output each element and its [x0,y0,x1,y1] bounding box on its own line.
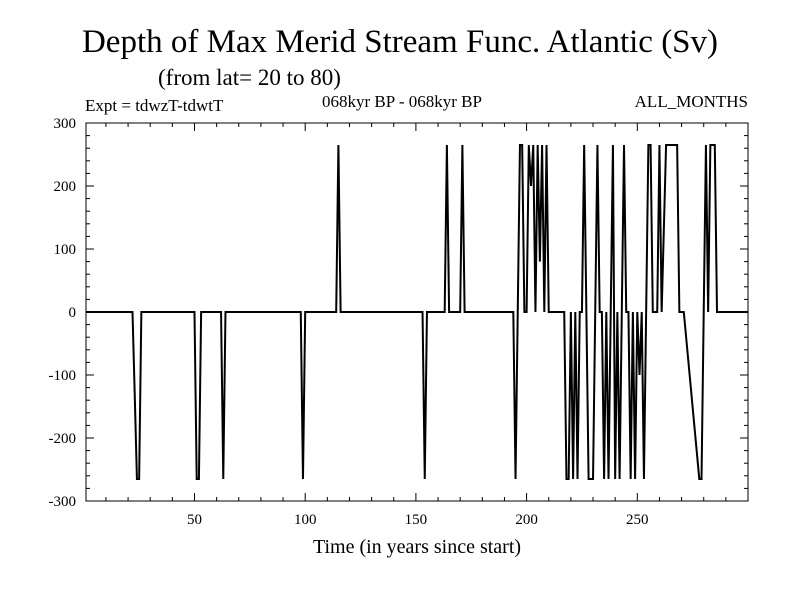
x-tick-label: 250 [626,512,649,528]
axis-ticks [86,122,748,502]
y-tick-label: -300 [49,494,77,510]
months-label: ALL_MONTHS [634,92,748,111]
y-tick-label: -200 [49,431,77,447]
x-tick-label: 50 [187,512,202,528]
x-tick-label: 100 [294,512,317,528]
time-range-label: 068kyr BP - 068kyr BP [322,92,482,111]
y-tick-label: 100 [54,242,77,258]
x-tick-label: 150 [405,512,428,528]
chart-subtitle: (from lat= 20 to 80) [158,65,341,90]
axis-tick-labels: 50 100 150 200 250 -300 -200 -100 0 100 200 300 [49,116,649,528]
x-tick-label: 200 [515,512,538,528]
y-tick-label: 0 [69,305,77,321]
chart-title: Depth of Max Merid Stream Func. Atlantic… [81,24,719,60]
experiment-label: Expt = tdwzT-tdwtT [85,96,224,115]
series-line [86,144,748,480]
y-tick-label: 200 [54,179,77,195]
y-tick-label: -100 [49,368,77,384]
x-axis-label: Time (in years since start) [312,536,522,558]
y-tick-label: 300 [54,116,77,132]
